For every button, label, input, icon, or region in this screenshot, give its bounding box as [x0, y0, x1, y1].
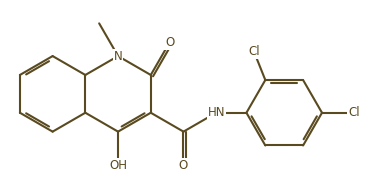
Text: OH: OH — [109, 159, 127, 172]
Text: HN: HN — [208, 106, 225, 119]
Text: O: O — [165, 36, 174, 49]
Text: Cl: Cl — [348, 106, 360, 119]
Text: O: O — [179, 159, 188, 172]
Text: N: N — [114, 50, 122, 63]
Text: Cl: Cl — [248, 45, 260, 58]
